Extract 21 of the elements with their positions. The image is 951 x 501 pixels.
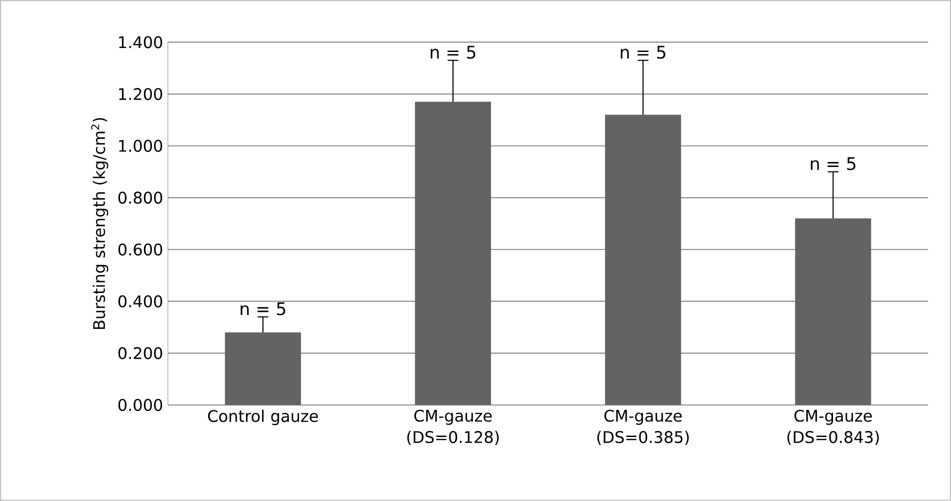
annotation: n = 5 [430, 46, 476, 59]
x-tick-label: CM-gauze (DS=0.843) [787, 410, 879, 446]
y-axis-title: Bursting strength (kg/cm$^{2}$) [91, 118, 108, 329]
y-tick-label: 0.400 [118, 295, 162, 308]
x-tick-label: CM-gauze (DS=0.385) [597, 410, 689, 446]
bar [224, 332, 301, 406]
annotation: n = 5 [620, 46, 666, 59]
y-tick-label: 0.000 [118, 398, 162, 412]
y-tick-label: 1.200 [119, 88, 162, 100]
bar [605, 114, 682, 406]
x-tick-label: Control gauze [208, 410, 318, 426]
y-tick-label: 0.200 [118, 347, 162, 360]
bar [414, 102, 492, 406]
y-tick-label: 0.800 [118, 192, 162, 204]
annotation: n = 5 [810, 157, 856, 170]
annotation: n = 5 [240, 302, 286, 316]
y-tick-label: 0.600 [118, 244, 162, 256]
y-tick-label: 1.400 [119, 36, 162, 48]
x-tick-label: CM-gauze (DS=0.128) [407, 410, 499, 446]
bar [795, 218, 872, 406]
y-tick-label: 1.000 [119, 140, 162, 152]
